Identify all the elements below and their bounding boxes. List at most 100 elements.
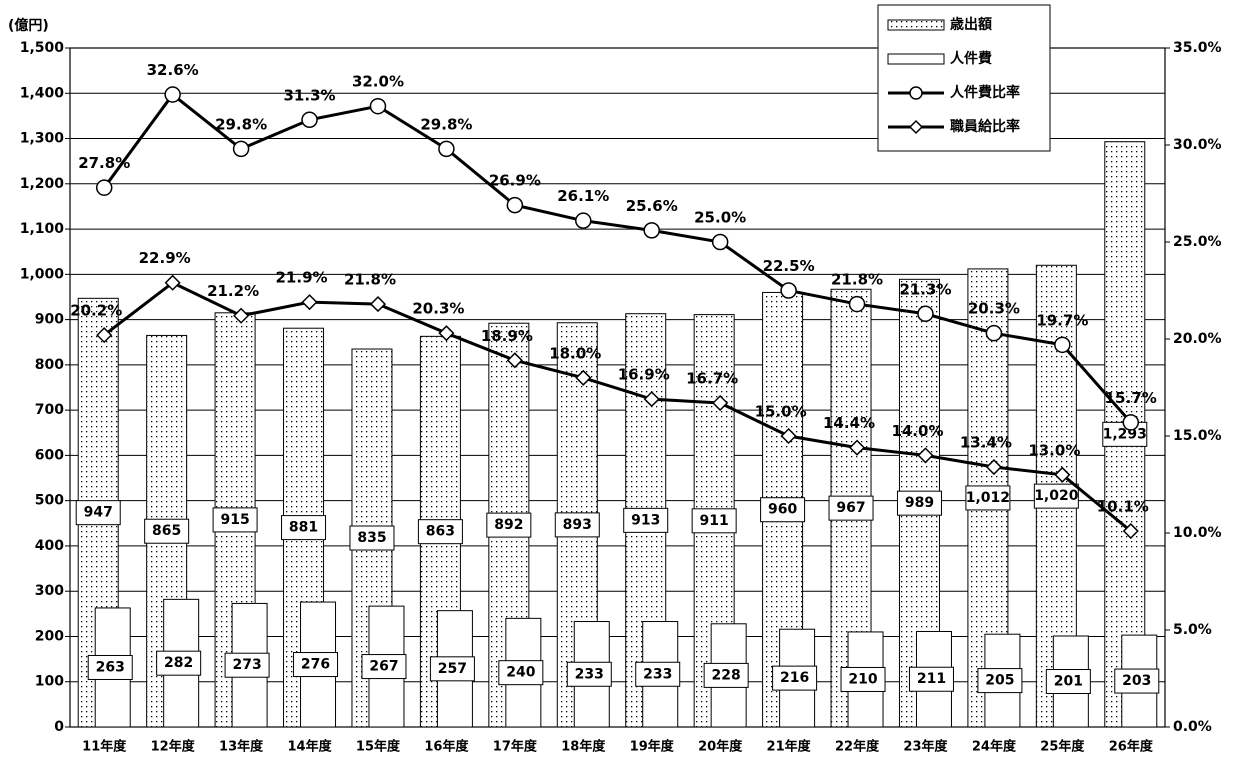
value-label: 911	[700, 513, 729, 529]
value-label: 211	[917, 671, 946, 687]
value-label-box	[144, 518, 190, 544]
x-tick-label: 17年度	[493, 739, 538, 755]
y2-tick-label: 15.0%	[1173, 428, 1222, 444]
value-label-box	[760, 497, 806, 523]
legend-swatch	[887, 53, 945, 65]
value-label: 947	[84, 505, 113, 521]
value-label: 915	[220, 512, 249, 528]
value-label-box	[87, 654, 133, 680]
value-label-box	[691, 508, 737, 534]
value-label: 16.9%	[618, 366, 670, 384]
value-label-box	[349, 525, 395, 551]
value-label: 31.3%	[284, 86, 336, 104]
marker	[575, 369, 592, 386]
marker	[369, 296, 387, 313]
value-label-box	[908, 666, 954, 692]
legend-swatch	[887, 19, 945, 31]
value-label: 32.6%	[147, 61, 199, 79]
marker	[780, 282, 797, 299]
x-tick-label: 23年度	[903, 739, 948, 755]
value-label-box	[212, 507, 258, 533]
value-label: 21.3%	[899, 280, 951, 298]
y-tick-label: 500	[35, 493, 64, 509]
value-label: 960	[768, 502, 797, 518]
value-label-box	[498, 660, 544, 686]
value-label-box	[224, 652, 270, 678]
y-tick-label: 300	[35, 583, 64, 599]
value-label: 29.8%	[420, 115, 472, 133]
line	[103, 280, 1132, 533]
line	[103, 92, 1132, 424]
value-label: 22.5%	[763, 257, 815, 275]
value-label: 989	[905, 495, 934, 511]
value-label-box	[840, 666, 886, 692]
value-label: 18.0%	[549, 344, 601, 362]
value-label: 216	[780, 670, 809, 686]
x-tick-label: 15年度	[356, 739, 401, 755]
value-label: 892	[494, 517, 523, 533]
y-tick-label: 800	[35, 357, 64, 373]
value-label: 233	[575, 666, 604, 682]
y2-tick-label: 20.0%	[1173, 331, 1222, 347]
value-label: 21.8%	[344, 271, 396, 289]
x-tick-label: 12年度	[151, 739, 196, 755]
value-label: 1,020	[1034, 488, 1079, 504]
value-label: 21.8%	[831, 271, 883, 289]
marker	[985, 458, 1002, 476]
value-label: 25.6%	[626, 197, 678, 215]
marker	[438, 325, 455, 342]
x-tick-label: 20年度	[698, 739, 743, 755]
x-tick-label: 19年度	[630, 739, 675, 755]
y2-tick-label: 30.0%	[1173, 137, 1222, 153]
value-label: 20.3%	[412, 300, 464, 318]
y-tick-label: 400	[35, 538, 64, 554]
marker	[164, 86, 181, 103]
value-label: 267	[369, 659, 398, 675]
value-label: 240	[506, 665, 535, 681]
value-label-box	[896, 490, 942, 516]
value-label-box	[635, 661, 681, 687]
value-label: 263	[96, 659, 125, 675]
value-label-box	[281, 515, 327, 541]
value-label: 1,293	[1103, 426, 1147, 442]
x-tick-label: 16年度	[424, 739, 469, 755]
value-label: 205	[985, 673, 1014, 689]
x-tick-label: 14年度	[287, 739, 332, 755]
value-label: 1,012	[966, 490, 1010, 506]
legend-label: 人件費比率	[950, 84, 1020, 101]
marker	[301, 294, 318, 311]
marker	[1122, 522, 1139, 540]
value-label: 22.9%	[139, 249, 191, 267]
value-label: 21.9%	[276, 269, 328, 287]
marker	[96, 327, 113, 344]
x-tick-label: 21年度	[767, 739, 812, 755]
y-tick-label: 1,200	[20, 176, 65, 192]
value-label-box	[1045, 669, 1091, 695]
value-label: 228	[712, 667, 741, 683]
x-tick-label: 25年度	[1040, 739, 1085, 755]
value-label: 835	[357, 530, 386, 546]
x-tick-label: 22年度	[835, 739, 880, 755]
value-label: 865	[152, 523, 181, 539]
value-label: 20.2%	[70, 302, 122, 320]
value-label-box	[361, 654, 407, 680]
value-label: 14.4%	[823, 414, 875, 432]
value-label: 273	[232, 657, 261, 673]
value-label: 863	[426, 524, 455, 540]
value-label: 881	[289, 520, 318, 536]
value-label: 893	[563, 517, 592, 533]
value-label: 282	[164, 655, 193, 671]
x-tick-label: 11年度	[82, 739, 127, 755]
value-label-box	[828, 495, 874, 521]
x-tick-label: 13年度	[219, 739, 264, 755]
legend-label: 職員給比率	[950, 118, 1020, 135]
value-label: 203	[1122, 673, 1151, 689]
marker	[643, 222, 660, 239]
marker	[848, 439, 866, 456]
legend-label: 歳出額	[950, 16, 992, 33]
value-label: 21.2%	[207, 282, 259, 300]
marker	[780, 427, 797, 445]
y-tick-label: 100	[35, 674, 64, 690]
legend-label: 人件費	[950, 50, 992, 67]
